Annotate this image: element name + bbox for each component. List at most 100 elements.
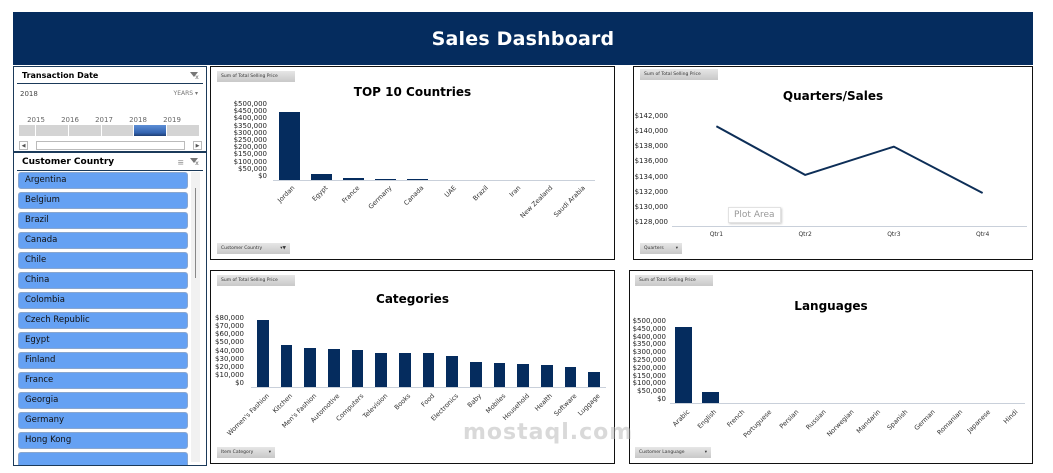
bar[interactable] <box>327 348 340 387</box>
bar[interactable] <box>343 177 364 180</box>
y-tick-label: $350,000 <box>632 340 666 349</box>
bar[interactable] <box>256 320 269 387</box>
bar[interactable] <box>407 179 429 180</box>
country-item[interactable] <box>18 452 188 465</box>
bar[interactable] <box>588 371 601 387</box>
y-tick-label: $500,000 <box>632 317 666 325</box>
value-field-button[interactable]: Sum of Total Selling Price <box>640 69 718 80</box>
country-item[interactable]: China <box>18 272 188 289</box>
bar[interactable] <box>304 347 317 387</box>
value-field-button[interactable]: Sum of Total Selling Price <box>217 71 295 82</box>
filter-dropdown-icon[interactable]: ▾▼ <box>280 246 286 251</box>
country-item[interactable]: Hong Kong <box>18 432 188 449</box>
country-item[interactable]: Belgium <box>18 192 188 209</box>
filter-dropdown-icon[interactable]: ▾ <box>704 450 707 455</box>
x-tick-label: Japanese <box>965 408 992 435</box>
bar[interactable] <box>280 345 293 387</box>
plot-area[interactable] <box>273 102 595 181</box>
clear-filter-icon[interactable] <box>190 158 199 167</box>
x-tick-label: Romanian <box>935 408 965 437</box>
bar[interactable] <box>469 362 482 387</box>
y-tick-label: $60,000 <box>215 330 244 339</box>
country-item[interactable]: Chile <box>18 252 188 269</box>
country-item[interactable]: Argentina <box>18 172 188 189</box>
country-item[interactable]: Czech Republic <box>18 312 188 329</box>
bar[interactable] <box>398 352 411 387</box>
customer-country-slicer[interactable]: Customer Country ≡ Argentina Belgium Bra… <box>13 152 207 466</box>
country-item[interactable]: Egypt <box>18 332 188 349</box>
axis-field-button[interactable]: Customer Country ▾▼ <box>217 243 290 254</box>
y-tick-label: $50,000 <box>238 164 267 173</box>
timeline-period[interactable] <box>19 125 35 136</box>
languages-chart[interactable]: Sum of Total Selling Price Languages $50… <box>629 270 1033 464</box>
chart-title: Categories <box>376 292 449 306</box>
x-tick-label: UAE <box>442 184 458 200</box>
x-tick-label: Saudi Arabia <box>551 184 587 219</box>
scroll-right-icon[interactable]: ▶ <box>193 141 202 150</box>
bar[interactable] <box>564 366 577 387</box>
scroll-track[interactable] <box>36 141 185 150</box>
quarters-sales-chart[interactable]: Sum of Total Selling Price Quarters/Sale… <box>633 66 1033 260</box>
categories-chart[interactable]: Sum of Total Selling Price Categories $8… <box>210 270 615 464</box>
country-item[interactable]: Canada <box>18 232 188 249</box>
timeline-bars[interactable] <box>19 125 199 136</box>
country-item[interactable]: Finland <box>18 352 188 369</box>
country-item[interactable]: Georgia <box>18 392 188 409</box>
bar[interactable] <box>517 363 530 387</box>
scroll-thumb[interactable] <box>195 188 196 278</box>
timeline-period[interactable] <box>68 125 101 136</box>
period-level-dropdown[interactable]: YEARS ▾ <box>173 90 198 97</box>
bar[interactable] <box>310 174 332 180</box>
x-tick-label: English <box>696 408 719 431</box>
x-axis: Arabic English French Portuguese Persian Russ… <box>670 408 1025 448</box>
x-tick-label: Hindi <box>1001 408 1020 426</box>
bar[interactable] <box>351 349 364 387</box>
y-tick-label: $20,000 <box>215 362 244 371</box>
bar[interactable] <box>446 355 459 387</box>
timeline-period[interactable] <box>101 125 134 136</box>
country-item[interactable]: Germany <box>18 412 188 429</box>
timeline-scrollbar[interactable]: ◀ ▶ <box>19 141 202 150</box>
y-tick-label: $400,000 <box>632 332 666 341</box>
x-tick-label: Persian <box>778 408 801 431</box>
value-field-button[interactable]: Sum of Total Selling Price <box>217 275 295 286</box>
clear-filter-icon[interactable] <box>190 71 199 81</box>
axis-field-button[interactable]: Item Category ▾ <box>217 447 275 458</box>
plot-area[interactable] <box>251 316 606 388</box>
bar[interactable] <box>422 352 435 387</box>
y-tick-label: $132,000 <box>634 187 668 196</box>
year-tick: 2015 <box>27 116 45 124</box>
plot-area[interactable] <box>670 319 1025 404</box>
axis-field-button[interactable]: Customer Language ▾ <box>635 447 711 458</box>
y-tick-label: $0 <box>258 172 267 180</box>
scroll-left-icon[interactable]: ◀ <box>19 141 28 150</box>
bar[interactable] <box>675 326 693 403</box>
multi-select-icon[interactable]: ≡ <box>177 157 184 167</box>
value-field-button[interactable]: Sum of Total Selling Price <box>635 275 713 286</box>
y-tick-label: $300,000 <box>233 128 267 137</box>
bar[interactable] <box>702 392 720 403</box>
x-tick-label: Health <box>533 392 555 413</box>
bar[interactable] <box>375 352 388 387</box>
country-list-scrollbar[interactable] <box>191 172 200 462</box>
top-countries-chart[interactable]: Sum of Total Selling Price TOP 10 Countr… <box>210 66 615 260</box>
plot-area[interactable] <box>672 116 1027 227</box>
filter-dropdown-icon[interactable]: ▾ <box>268 450 271 455</box>
bar[interactable] <box>375 178 397 180</box>
sales-line[interactable] <box>672 116 1027 226</box>
timeline-period-selected[interactable] <box>134 125 167 136</box>
bar[interactable] <box>278 112 300 180</box>
timeline-period[interactable] <box>35 125 68 136</box>
bar[interactable] <box>493 363 506 387</box>
axis-field-button[interactable]: Quarters ▾ <box>640 243 682 254</box>
country-item[interactable]: France <box>18 372 188 389</box>
timeline-year-ticks: 2015 2016 2017 2018 2019 <box>19 116 199 124</box>
timeline-period[interactable] <box>167 125 199 136</box>
country-slicer-title: Customer Country <box>22 157 115 167</box>
x-tick-label: New Zealand <box>518 184 555 220</box>
transaction-date-timeline[interactable]: Transaction Date 2018 YEARS ▾ 2015 2016 … <box>13 66 207 152</box>
bar[interactable] <box>540 365 553 387</box>
country-item[interactable]: Brazil <box>18 212 188 229</box>
filter-dropdown-icon[interactable]: ▾ <box>675 246 678 251</box>
country-item[interactable]: Colombia <box>18 292 188 309</box>
